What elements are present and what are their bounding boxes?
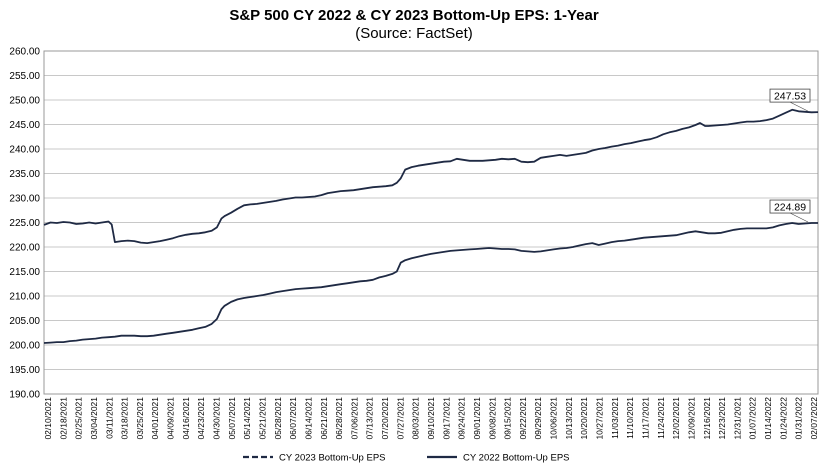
x-tick-label: 09/10/2021 (426, 397, 436, 440)
x-tick-label: 04/30/2021 (212, 397, 222, 440)
x-tick-label: 11/24/2021 (656, 397, 666, 439)
y-tick-label: 230.00 (9, 194, 40, 205)
x-tick-label: 09/01/2021 (472, 397, 482, 440)
x-tick-label: 09/29/2021 (533, 397, 543, 440)
x-tick-label: 09/15/2021 (503, 397, 513, 440)
end-value-label: 224.89 (774, 202, 806, 214)
x-tick-label: 06/07/2021 (288, 397, 298, 440)
x-tick-label: 10/13/2021 (564, 397, 574, 440)
y-tick-label: 260.00 (9, 47, 40, 58)
x-tick-label: 06/21/2021 (319, 397, 329, 440)
x-tick-label: 09/22/2021 (518, 397, 528, 440)
chart-title: S&P 500 CY 2022 & CY 2023 Bottom-Up EPS:… (229, 7, 598, 24)
end-label-leader (789, 212, 809, 223)
end-value-label: 247.53 (774, 91, 806, 103)
x-tick-label: 12/31/2021 (732, 397, 742, 440)
x-tick-label: 05/14/2021 (242, 397, 252, 440)
x-tick-label: 07/27/2021 (395, 397, 405, 440)
x-tick-label: 02/10/2021 (43, 397, 53, 440)
y-tick-label: 190.00 (9, 390, 40, 401)
x-tick-label: 01/14/2022 (763, 397, 773, 440)
x-tick-label: 04/01/2021 (150, 397, 160, 440)
x-tick-label: 12/23/2021 (717, 397, 727, 440)
y-tick-label: 235.00 (9, 169, 40, 180)
x-tick-label: 10/20/2021 (579, 397, 589, 440)
x-tick-label: 03/18/2021 (120, 397, 130, 440)
x-tick-label: 11/03/2021 (610, 397, 620, 439)
x-tick-label: 05/07/2021 (227, 397, 237, 440)
x-tick-label: 01/31/2022 (794, 397, 804, 440)
series-line-cy2022 (43, 222, 818, 344)
series-lines (43, 108, 819, 344)
x-tick-label: 07/20/2021 (380, 397, 390, 440)
x-tick-label: 05/28/2021 (273, 397, 283, 440)
x-tick-label: 07/13/2021 (365, 397, 375, 440)
x-tick-label: 09/17/2021 (441, 397, 451, 440)
x-tick-label: 04/09/2021 (166, 397, 176, 440)
y-tick-label: 240.00 (9, 145, 40, 156)
x-tick-label: 11/17/2021 (640, 397, 650, 439)
x-tick-label: 06/28/2021 (334, 397, 344, 440)
x-tick-label: 12/02/2021 (671, 397, 681, 440)
x-tick-label: 02/07/2022 (809, 397, 819, 440)
y-tick-label: 205.00 (9, 316, 40, 327)
end-value-annotations: 247.53 224.89 (769, 88, 811, 223)
x-tick-label: 12/16/2021 (702, 397, 712, 440)
x-tick-label: 08/03/2021 (411, 397, 421, 440)
x-axis-ticks: 02/10/2021 02/18/2021 02/25/2021 03/04/2021… (43, 397, 819, 440)
y-axis-ticks: 260.00 255.00 250.00 245.00 240.00 235.00 230.… (9, 47, 40, 401)
x-tick-label: 04/23/2021 (196, 397, 206, 440)
x-tick-label: 10/06/2021 (549, 397, 559, 440)
x-tick-label: 01/24/2022 (778, 397, 788, 440)
y-tick-label: 250.00 (9, 96, 40, 107)
x-tick-label: 07/06/2021 (349, 397, 359, 440)
legend-label: CY 2023 Bottom-Up EPS (279, 453, 386, 464)
x-tick-label: 09/24/2021 (457, 397, 467, 440)
y-tick-label: 245.00 (9, 120, 40, 131)
legend: CY 2023 Bottom-Up EPS CY 2022 Bottom-Up E… (243, 453, 570, 464)
x-tick-label: 12/09/2021 (686, 397, 696, 440)
y-tick-label: 220.00 (9, 243, 40, 254)
x-tick-label: 01/07/2022 (748, 397, 758, 440)
y-tick-label: 215.00 (9, 267, 40, 278)
chart-subtitle: (Source: FactSet) (355, 25, 473, 42)
x-tick-label: 03/11/2021 (104, 397, 114, 439)
x-tick-label: 02/18/2021 (58, 397, 68, 440)
x-tick-label: 02/25/2021 (74, 397, 84, 440)
x-tick-label: 03/04/2021 (89, 397, 99, 440)
x-tick-label: 10/27/2021 (595, 397, 605, 440)
y-tick-label: 225.00 (9, 218, 40, 229)
gridlines (43, 50, 819, 395)
series-line-cy2023 (43, 108, 819, 244)
y-tick-label: 255.00 (9, 71, 40, 82)
y-tick-label: 210.00 (9, 292, 40, 303)
x-tick-label: 06/14/2021 (303, 397, 313, 440)
x-tick-label: 04/16/2021 (181, 397, 191, 440)
y-tick-label: 200.00 (9, 341, 40, 352)
y-tick-label: 195.00 (9, 365, 40, 376)
x-tick-label: 05/21/2021 (257, 397, 267, 440)
x-tick-label: 09/08/2021 (487, 397, 497, 440)
x-tick-label: 11/10/2021 (625, 397, 635, 439)
end-label-leader (789, 101, 809, 112)
legend-label: CY 2022 Bottom-Up EPS (463, 453, 570, 464)
x-tick-label: 03/25/2021 (135, 397, 145, 440)
